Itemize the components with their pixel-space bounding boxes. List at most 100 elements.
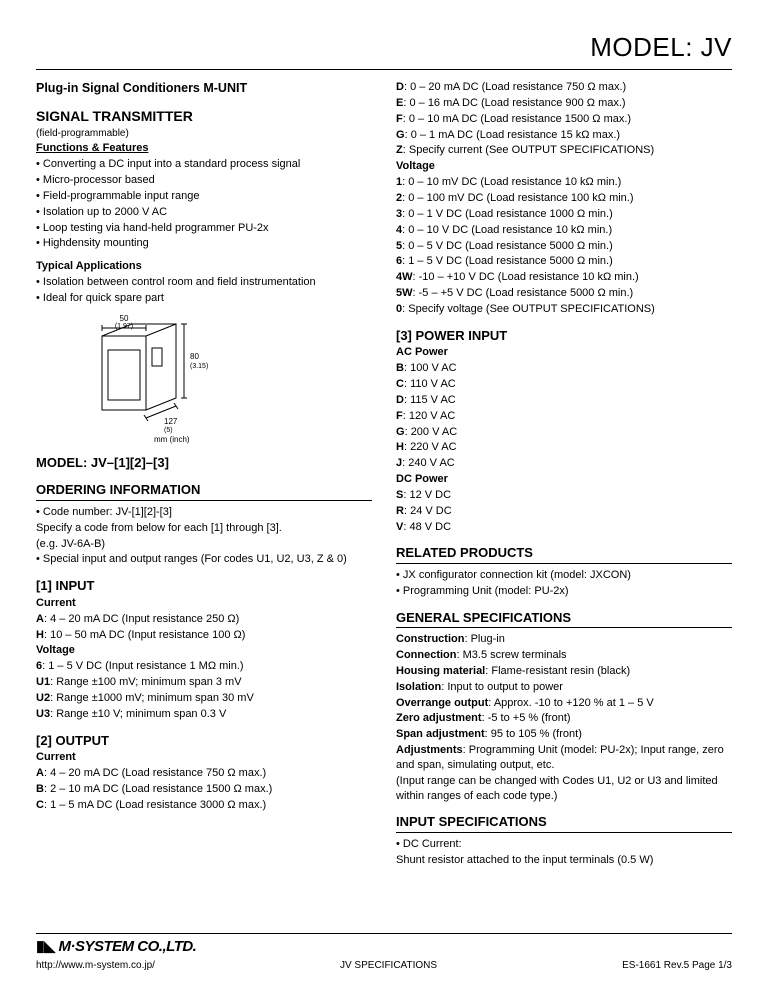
output-current-list-left: A4 – 20 mA DC (Load resistance 750 Ω max… <box>36 766 372 813</box>
list-item: C1 – 5 mA DC (Load resistance 3000 Ω max… <box>36 798 372 813</box>
list-item: Specify a code from below for each [1] t… <box>36 521 372 536</box>
list-item: J240 V AC <box>396 456 732 471</box>
general-heading: GENERAL SPECIFICATIONS <box>396 609 732 629</box>
output-heading: [2] OUTPUT <box>36 732 372 750</box>
list-item: B100 V AC <box>396 361 732 376</box>
list-item: Field-programmable input range <box>36 189 372 204</box>
dim-d-in: (5) <box>164 427 173 434</box>
ac-list: B100 V ACC110 V ACD115 V ACF120 V ACG200… <box>396 361 732 471</box>
list-item: 10 – 10 mV DC (Load resistance 10 kΩ min… <box>396 175 732 190</box>
input-heading: [1] INPUT <box>36 577 372 595</box>
input-current-label: Current <box>36 596 372 611</box>
footer-right: ES-1661 Rev.5 Page 1/3 <box>622 959 732 973</box>
list-item: V48 V DC <box>396 520 732 535</box>
list-item: 50 – 5 V DC (Load resistance 5000 Ω min.… <box>396 239 732 254</box>
signal-transmitter-heading: SIGNAL TRANSMITTER <box>36 107 372 126</box>
list-item: C110 V AC <box>396 377 732 392</box>
ordering-lines: • Code number: JV-[1][2]-[3]Specify a co… <box>36 505 372 567</box>
list-item: JX configurator connection kit (model: J… <box>396 568 732 583</box>
list-item: Ideal for quick spare part <box>36 291 372 306</box>
list-item: 30 – 1 V DC (Load resistance 1000 Ω min.… <box>396 207 732 222</box>
transmitter-note: (field-programmable) <box>36 127 372 141</box>
list-item: Housing materialFlame-resistant resin (b… <box>396 664 732 679</box>
list-item: ConstructionPlug-in <box>396 632 732 647</box>
input-voltage-list: 61 – 5 V DC (Input resistance 1 MΩ min.)… <box>36 659 372 721</box>
list-item: A4 – 20 mA DC (Input resistance 250 Ω) <box>36 612 372 627</box>
subtitle: Plug-in Signal Conditioners M-UNIT <box>36 80 372 97</box>
list-item: A4 – 20 mA DC (Load resistance 750 Ω max… <box>36 766 372 781</box>
functions-list: Converting a DC input into a standard pr… <box>36 157 372 251</box>
list-item: • Code number: JV-[1][2]-[3] <box>36 505 372 520</box>
left-column: Plug-in Signal Conditioners M-UNIT SIGNA… <box>36 80 372 869</box>
output-voltage-list: 10 – 10 mV DC (Load resistance 10 kΩ min… <box>396 175 732 317</box>
dim-w-in: (1.97) <box>115 323 133 330</box>
output-current-label: Current <box>36 750 372 765</box>
list-item: Programming Unit (model: PU-2x) <box>396 584 732 599</box>
title-rule <box>36 69 732 70</box>
list-item: Overrange outputApprox. -10 to +120 % at… <box>396 696 732 711</box>
list-item: (e.g. JV-6A-B) <box>36 537 372 552</box>
list-item: Isolation up to 2000 V AC <box>36 205 372 220</box>
list-item: U3Range ±10 V; minimum span 0.3 V <box>36 707 372 722</box>
inputspec-line: Shunt resistor attached to the input ter… <box>396 853 732 868</box>
list-item: 0Specify voltage (See OUTPUT SPECIFICATI… <box>396 302 732 317</box>
general-list: ConstructionPlug-inConnectionM3.5 screw … <box>396 632 732 773</box>
dim-h-in: (3.15) <box>190 363 208 370</box>
ac-label: AC Power <box>396 345 732 360</box>
list-item: 4W-10 – +10 V DC (Load resistance 10 kΩ … <box>396 270 732 285</box>
footer-url: http://www.m-system.co.jp/ <box>36 959 155 973</box>
list-item: Highdensity mounting <box>36 236 372 251</box>
list-item: D115 V AC <box>396 393 732 408</box>
list-item: H10 – 50 mA DC (Input resistance 100 Ω) <box>36 628 372 643</box>
list-item: Zero adjustment-5 to +5 % (front) <box>396 711 732 726</box>
related-heading: RELATED PRODUCTS <box>396 544 732 564</box>
typical-list: Isolation between control room and field… <box>36 275 372 306</box>
list-item: 5W-5 – +5 V DC (Load resistance 5000 Ω m… <box>396 286 732 301</box>
inputspec-heading: INPUT SPECIFICATIONS <box>396 813 732 833</box>
footer-company: ▮◣ M·SYSTEM CO.,LTD. <box>36 937 732 957</box>
list-item: 61 – 5 V DC (Load resistance 5000 Ω min.… <box>396 254 732 269</box>
list-item: 20 – 100 mV DC (Load resistance 100 kΩ m… <box>396 191 732 206</box>
list-item: 40 – 10 V DC (Load resistance 10 kΩ min.… <box>396 223 732 238</box>
list-item: 61 – 5 V DC (Input resistance 1 MΩ min.) <box>36 659 372 674</box>
list-item: E0 – 16 mA DC (Load resistance 900 Ω max… <box>396 96 732 111</box>
dim-caption: mm (inch) <box>154 435 190 444</box>
dim-h-mm: 80 <box>190 352 199 361</box>
model-heading: MODEL: JV–[1][2]–[3] <box>36 454 372 472</box>
input-voltage-label: Voltage <box>36 643 372 658</box>
list-item: ConnectionM3.5 screw terminals <box>396 648 732 663</box>
right-column: D0 – 20 mA DC (Load resistance 750 Ω max… <box>396 80 732 869</box>
dimension-diagram: 50 (1.97) 80 (3.15) 127 (5) mm (inch) <box>84 314 372 444</box>
inputspec-sub: • DC Current: <box>396 837 732 852</box>
list-item: Loop testing via hand-held programmer PU… <box>36 221 372 236</box>
list-item: G200 V AC <box>396 425 732 440</box>
list-item: Converting a DC input into a standard pr… <box>36 157 372 172</box>
list-item: Isolation between control room and field… <box>36 275 372 290</box>
related-list: JX configurator connection kit (model: J… <box>396 568 732 599</box>
dim-d-mm: 127 <box>164 417 178 426</box>
dc-list: S12 V DCR24 V DCV48 V DC <box>396 488 732 535</box>
list-item: G0 – 1 mA DC (Load resistance 15 kΩ max.… <box>396 128 732 143</box>
footer: ▮◣ M·SYSTEM CO.,LTD. http://www.m-system… <box>36 933 732 972</box>
output-current-list-right: D0 – 20 mA DC (Load resistance 750 Ω max… <box>396 80 732 158</box>
list-item: F0 – 10 mA DC (Load resistance 1500 Ω ma… <box>396 112 732 127</box>
footer-center: JV SPECIFICATIONS <box>340 959 437 973</box>
dc-label: DC Power <box>396 472 732 487</box>
list-item: Span adjustment95 to 105 % (front) <box>396 727 732 742</box>
functions-heading: Functions & Features <box>36 141 372 156</box>
list-item: Micro-processor based <box>36 173 372 188</box>
list-item: F120 V AC <box>396 409 732 424</box>
list-item: IsolationInput to output to power <box>396 680 732 695</box>
list-item: R24 V DC <box>396 504 732 519</box>
general-note: (Input range can be changed with Codes U… <box>396 774 732 804</box>
list-item: • Special input and output ranges (For c… <box>36 552 372 567</box>
list-item: U1Range ±100 mV; minimum span 3 mV <box>36 675 372 690</box>
list-item: H220 V AC <box>396 440 732 455</box>
list-item: S12 V DC <box>396 488 732 503</box>
list-item: ZSpecify current (See OUTPUT SPECIFICATI… <box>396 143 732 158</box>
output-voltage-label: Voltage <box>396 159 732 174</box>
page-title: MODEL: JV <box>36 30 732 65</box>
list-item: AdjustmentsProgramming Unit (model: PU-2… <box>396 743 732 773</box>
input-current-list: A4 – 20 mA DC (Input resistance 250 Ω)H1… <box>36 612 372 643</box>
list-item: D0 – 20 mA DC (Load resistance 750 Ω max… <box>396 80 732 95</box>
